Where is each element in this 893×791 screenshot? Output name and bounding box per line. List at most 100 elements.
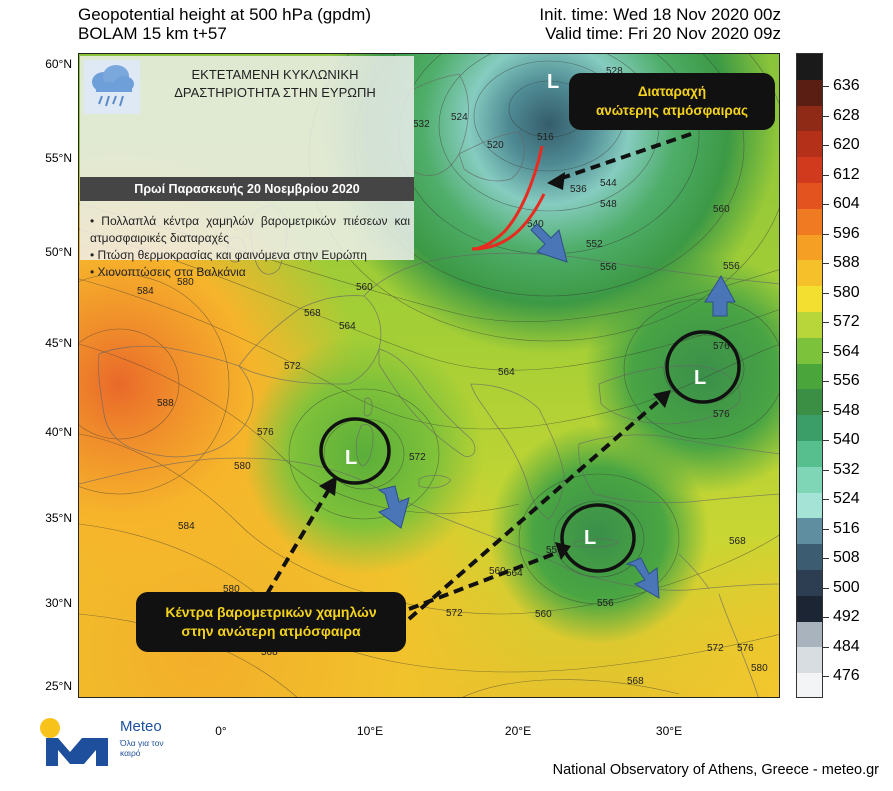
colorbar-tick — [823, 440, 829, 441]
rain-cloud-icon — [84, 60, 140, 114]
low-highlight-ellipses — [319, 330, 741, 573]
colorbar-tick — [823, 322, 829, 323]
info-bullets: Πολλαπλά κέντρα χαμηλών βαρομετρικών πιέ… — [90, 213, 410, 281]
colorbar-tick-label: 604 — [833, 195, 860, 212]
lat-label-45: 45°N — [45, 336, 72, 350]
colorbar-tick-label: 516 — [833, 519, 860, 537]
contour-label: 516 — [537, 132, 554, 143]
contour-label: 572 — [707, 643, 724, 654]
colorbar-tick — [823, 292, 829, 294]
colorbar-tick-label: 620 — [833, 136, 860, 153]
low-center-black-sea: L — [694, 367, 706, 389]
colorbar-tick-label: 540 — [833, 431, 860, 448]
colorbar-tick — [823, 86, 829, 87]
colorbar-tick-label: 580 — [833, 283, 860, 301]
colorbar-tick — [823, 351, 829, 353]
footer-credit: National Observatory of Athens, Greece -… — [552, 762, 879, 778]
info-title-line1: ΕΚΤΕΤΑΜΕΝΗ ΚΥΚΛΩΝΙΚΗ — [191, 67, 359, 82]
colorbar-tick — [823, 617, 829, 618]
colorbar-tick-label: 628 — [833, 106, 860, 124]
contour-label: 556 — [600, 262, 617, 273]
contour-label: 540 — [527, 219, 544, 230]
contour-label: 568 — [729, 536, 746, 547]
colorbar-segment — [797, 621, 822, 649]
logo-word: Meteo — [120, 718, 162, 735]
arrow-black-sea-movement — [704, 274, 736, 317]
init-time: Init. time: Wed 18 Nov 2020 00z — [539, 5, 781, 24]
contour-label: 576 — [713, 409, 730, 420]
contour-label: 580 — [177, 277, 194, 288]
callout-lows-line1: Κέντρα βαρομετρικών χαμηλών — [165, 604, 377, 620]
contour-label: 560 — [535, 609, 552, 620]
lat-label-50: 50°N — [45, 245, 72, 259]
colorbar-segment — [797, 54, 822, 81]
contour-label: 568 — [304, 308, 321, 319]
arrow-head-crete — [555, 542, 571, 560]
colorbar-segment — [797, 79, 822, 107]
arrow-north-movement — [530, 223, 568, 263]
meteo-logo-mark-icon — [40, 718, 108, 766]
contour-label: 576 — [257, 427, 274, 438]
low-centers: L L L L — [345, 71, 706, 549]
arrow-sardinia-movement — [377, 485, 410, 529]
time-info-block: Init. time: Wed 18 Nov 2020 00z Valid ti… — [539, 5, 781, 43]
info-panel: ΕΚΤΕΤΑΜΕΝΗ ΚΥΚΛΩΝΙΚΗ ΔΡΑΣΤΗΡΙΟΤΗΤΑ ΣΤΗΝ … — [80, 56, 414, 279]
contour-label: 580 — [234, 461, 251, 472]
lat-label-25: 25°N — [45, 679, 72, 693]
colorbar-tick-label: 476 — [833, 667, 860, 684]
colorbar-tick-label: 508 — [833, 549, 860, 566]
arrow-crete-movement — [625, 557, 660, 599]
colorbar-segment — [797, 363, 822, 391]
lat-label-40: 40°N — [45, 425, 72, 439]
lon-label-10e: 10°E — [356, 724, 384, 738]
colorbar-segment — [797, 415, 822, 442]
colorbar-segment — [797, 595, 822, 623]
contour-label: 532 — [413, 119, 430, 130]
colorbar-segment — [797, 673, 822, 697]
arrow-to-black-sea — [407, 397, 663, 621]
contour-label: 588 — [157, 398, 174, 409]
meteo-logo: Meteo Όλα για τον καιρό — [38, 716, 208, 772]
info-bullet: Πτώση θερμοκρασίας και φαινόμενα στην Ευ… — [90, 247, 410, 264]
callout-lows-line2: στην ανώτερη ατμόσφαιρα — [181, 623, 361, 639]
info-date-band: Πρωί Παρασκευής 20 Νοεμβρίου 2020 — [80, 177, 414, 201]
callout-upper-line1: Διαταραχή — [637, 84, 707, 99]
colorbar-tick-label: 636 — [833, 77, 860, 94]
contour-label: 556 — [597, 598, 614, 609]
arrow-head-sardinia — [319, 476, 337, 496]
model-label: BOLAM 15 km t+57 — [78, 24, 227, 43]
lon-label-20e: 20°E — [504, 724, 532, 738]
contour-label: 576 — [737, 643, 754, 654]
contour-label: 560 — [713, 204, 730, 215]
contour-label: 564 — [498, 367, 515, 378]
colorbar-segment — [797, 570, 822, 597]
colorbar-tick-label: 492 — [833, 608, 860, 625]
contour-label: 572 — [284, 361, 301, 372]
low-ellipse-sardinia — [319, 417, 391, 485]
info-title: ΕΚΤΕΤΑΜΕΝΗ ΚΥΚΛΩΝΙΚΗ ΔΡΑΣΤΗΡΙΟΤΗΤΑ ΣΤΗΝ … — [142, 66, 408, 102]
colorbar-tick-label: 548 — [833, 401, 860, 419]
contour-label: 576 — [713, 341, 730, 352]
colorbar-tick — [823, 410, 829, 412]
info-title-line2: ΔΡΑΣΤΗΡΙΟΤΗΤΑ ΣΤΗΝ ΕΥΡΩΠΗ — [174, 85, 376, 100]
colorbar-segment — [797, 337, 822, 365]
arrow-to-sardinia — [265, 484, 333, 596]
colorbar-tick — [823, 499, 829, 500]
low-center-north: L — [547, 71, 559, 93]
contour-label: 572 — [446, 608, 463, 619]
colorbar-tick — [823, 115, 829, 117]
colorbar-segment — [797, 157, 822, 184]
colorbar-tick-label: 588 — [833, 254, 860, 271]
colorbar-labels: 636 628 620 612 604 596 588 580 572 564 556 548 540 5… — [823, 53, 893, 698]
colorbar-tick — [823, 558, 829, 559]
colorbar-segment — [797, 260, 822, 288]
lon-label-30e: 30°E — [655, 724, 683, 738]
dashed-arrow-heads — [319, 172, 671, 560]
contour-label: 564 — [339, 321, 356, 332]
colorbar-segment — [797, 466, 822, 494]
arrow-head-black-sea — [653, 390, 671, 408]
contour-label: 584 — [137, 286, 154, 297]
colorbar-segment — [797, 105, 822, 133]
arrow-head-disturbance — [547, 172, 565, 190]
trough-axis-line-upper — [471, 145, 544, 251]
